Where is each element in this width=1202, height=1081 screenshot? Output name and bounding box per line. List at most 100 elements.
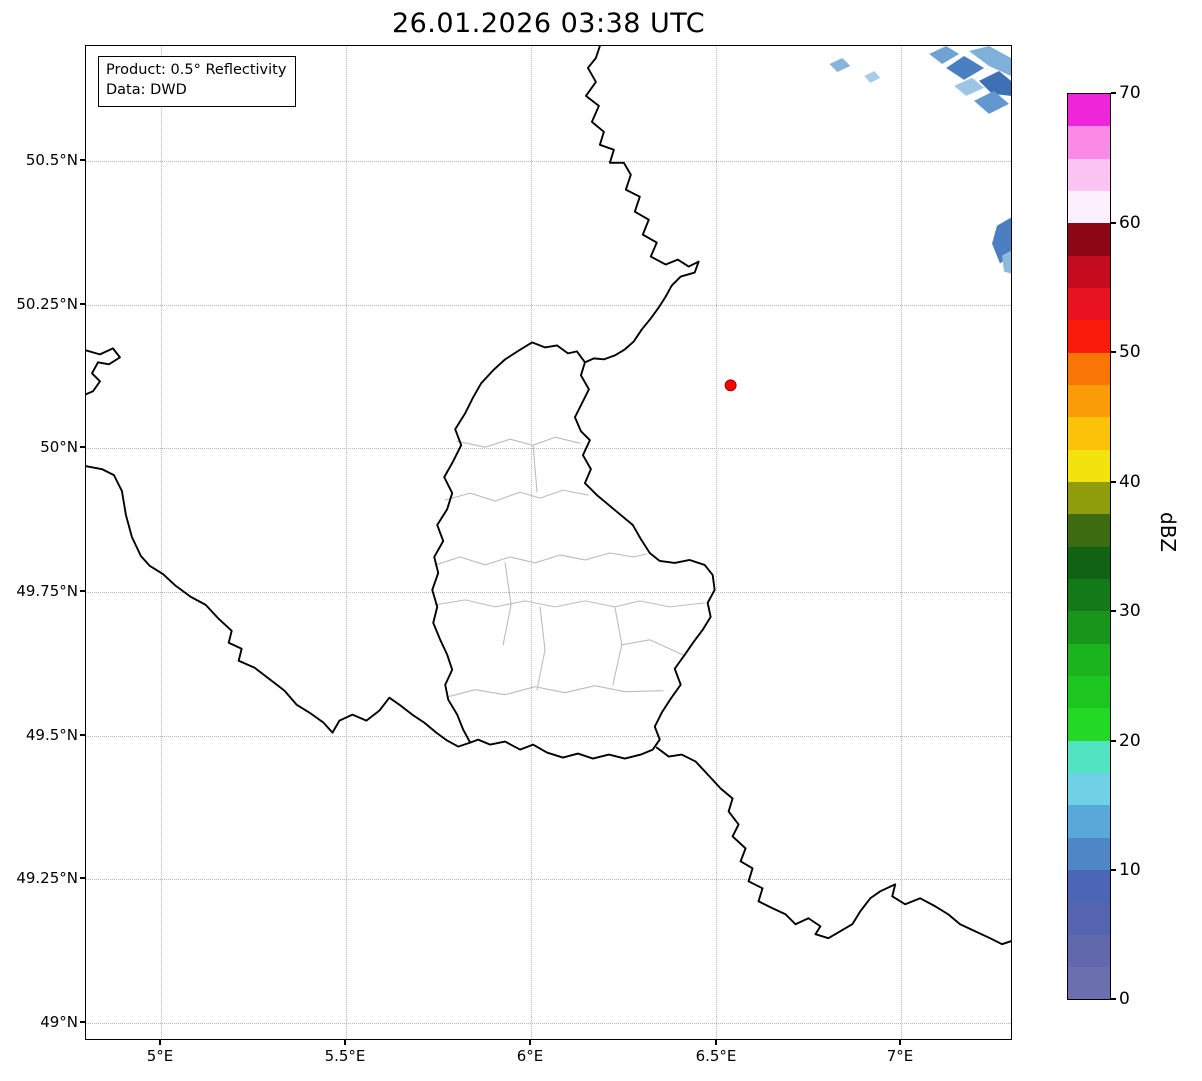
y-tick-mark bbox=[80, 159, 85, 161]
colorbar-axis-label: dBZ bbox=[1156, 512, 1180, 553]
colorbar-tick-label: 0 bbox=[1119, 989, 1130, 1009]
gridline-h bbox=[86, 879, 1011, 880]
colorbar-band bbox=[1068, 417, 1110, 450]
colorbar-tick-label: 50 bbox=[1119, 342, 1141, 362]
colorbar-tick-mark bbox=[1111, 351, 1116, 353]
radar-echo bbox=[1002, 250, 1011, 274]
plot-title: 26.01.2026 03:38 UTC bbox=[391, 8, 706, 39]
annotation-product: Product: 0.5° Reflectivity bbox=[106, 62, 287, 78]
colorbar-tick-label: 70 bbox=[1119, 83, 1141, 103]
colorbar-tick-label: 30 bbox=[1119, 601, 1141, 621]
colorbar-band bbox=[1068, 320, 1110, 353]
border-belgium-germany bbox=[583, 46, 700, 364]
gridline-h bbox=[86, 1023, 1011, 1024]
x-tick-mark bbox=[344, 1040, 346, 1045]
gridline-h bbox=[86, 592, 1011, 593]
colorbar-tick-mark bbox=[1111, 869, 1116, 871]
x-tick-label: 6.5°E bbox=[695, 1047, 737, 1065]
colorbar-band bbox=[1068, 708, 1110, 741]
gridline-v bbox=[716, 46, 717, 1039]
gridline-h bbox=[86, 736, 1011, 737]
colorbar-tick-mark bbox=[1111, 481, 1116, 483]
colorbar-tick-mark bbox=[1111, 222, 1116, 224]
colorbar-tick-mark bbox=[1111, 92, 1116, 94]
colorbar-gradient bbox=[1068, 94, 1110, 1000]
radar-echo bbox=[946, 55, 985, 80]
colorbar-band bbox=[1068, 94, 1110, 127]
colorbar-band bbox=[1068, 126, 1110, 159]
colorbar-band bbox=[1068, 352, 1110, 385]
colorbar-band bbox=[1068, 772, 1110, 806]
y-tick-mark bbox=[80, 734, 85, 736]
colorbar-band bbox=[1068, 287, 1110, 321]
colorbar-band bbox=[1068, 611, 1110, 644]
colorbar-band bbox=[1068, 546, 1110, 579]
y-tick-mark bbox=[80, 590, 85, 592]
border-left-squiggle bbox=[86, 347, 121, 396]
x-tick-label: 5.5°E bbox=[324, 1047, 366, 1065]
colorbar-tick-mark bbox=[1111, 998, 1116, 1000]
colorbar-tick-label: 40 bbox=[1119, 472, 1141, 492]
colorbar-band bbox=[1068, 449, 1110, 482]
gridline-v bbox=[901, 46, 902, 1039]
radar-echo-group bbox=[829, 46, 1011, 274]
y-tick-mark bbox=[80, 303, 85, 305]
radar-echo bbox=[979, 70, 1011, 96]
y-tick-label: 49°N bbox=[40, 1013, 78, 1031]
annotation-source: Data: DWD bbox=[106, 82, 187, 99]
border-belgium-france bbox=[86, 465, 472, 748]
radar-site-marker bbox=[724, 379, 737, 392]
colorbar-band bbox=[1068, 869, 1110, 903]
radar-echo bbox=[974, 90, 1010, 114]
colorbar-tick-mark bbox=[1111, 740, 1116, 742]
colorbar-band bbox=[1068, 481, 1110, 515]
y-tick-label: 49.75°N bbox=[16, 582, 78, 600]
y-tick-label: 50.25°N bbox=[16, 295, 78, 313]
gridline-v bbox=[161, 46, 162, 1039]
colorbar-band bbox=[1068, 837, 1110, 870]
colorbar-band bbox=[1068, 966, 1110, 1000]
radar-echo bbox=[969, 46, 1011, 76]
x-tick-mark bbox=[159, 1040, 161, 1045]
y-tick-label: 50°N bbox=[40, 438, 78, 456]
gridline-h bbox=[86, 448, 1011, 449]
y-tick-mark bbox=[80, 1021, 85, 1023]
colorbar-band bbox=[1068, 902, 1110, 935]
radar-echo bbox=[954, 77, 985, 96]
colorbar-band bbox=[1068, 578, 1110, 612]
x-tick-label: 7°E bbox=[886, 1047, 914, 1065]
radar-echo bbox=[864, 70, 881, 83]
colorbar-tick-label: 60 bbox=[1119, 213, 1141, 233]
colorbar-band bbox=[1068, 223, 1110, 256]
y-tick-mark bbox=[80, 877, 85, 879]
colorbar-band bbox=[1068, 190, 1110, 224]
canton-borders bbox=[434, 436, 706, 698]
colorbar-band bbox=[1068, 740, 1110, 773]
colorbar-band bbox=[1068, 384, 1110, 418]
colorbar-tick-mark bbox=[1111, 610, 1116, 612]
y-tick-label: 49.5°N bbox=[25, 726, 78, 744]
x-tick-label: 5°E bbox=[146, 1047, 174, 1065]
annotation-box: Product: 0.5° Reflectivity Data: DWD bbox=[98, 56, 297, 107]
gridline-v bbox=[531, 46, 532, 1039]
colorbar-band bbox=[1068, 934, 1110, 967]
colorbar-band bbox=[1068, 805, 1110, 838]
colorbar-band bbox=[1068, 675, 1110, 709]
x-tick-mark bbox=[529, 1040, 531, 1045]
x-tick-mark bbox=[899, 1040, 901, 1045]
radar-echo bbox=[829, 57, 851, 72]
map-plot-area: Product: 0.5° Reflectivity Data: DWD bbox=[85, 45, 1012, 1040]
colorbar bbox=[1067, 93, 1111, 1000]
gridline-h bbox=[86, 305, 1011, 306]
gridline-v bbox=[346, 46, 347, 1039]
colorbar-band bbox=[1068, 514, 1110, 547]
radar-echo bbox=[992, 217, 1011, 264]
border-luxembourg bbox=[431, 341, 716, 760]
y-tick-label: 50.5°N bbox=[25, 151, 78, 169]
radar-echo bbox=[929, 46, 960, 64]
colorbar-band bbox=[1068, 643, 1110, 676]
colorbar-tick-label: 20 bbox=[1119, 731, 1141, 751]
colorbar-band bbox=[1068, 158, 1110, 191]
border-france-germany bbox=[655, 746, 1011, 946]
